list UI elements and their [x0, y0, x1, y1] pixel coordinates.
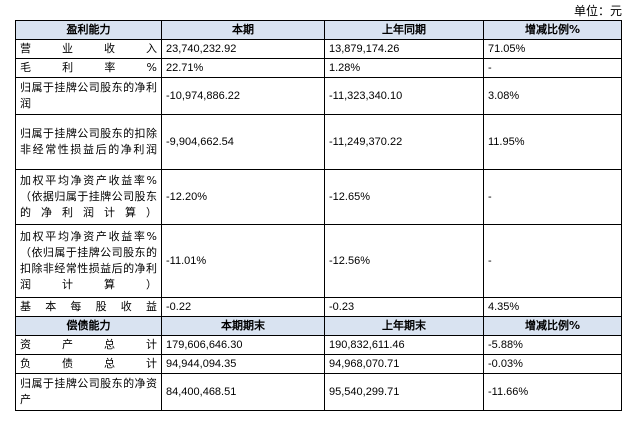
financial-indicators-table: 盈利能力 本期 上年同期 增减比例% 营业收入 23,740,232.92 13…: [15, 20, 622, 411]
row-label: 归属于挂牌公司股东的净资产: [15, 373, 162, 411]
change-value: -0.03%: [483, 354, 622, 374]
current-value: -12.20%: [161, 169, 325, 225]
header-cell: 增减比例%: [483, 20, 622, 40]
current-value: 94,944,094.35: [161, 354, 325, 374]
previous-value: -11,323,340.10: [324, 77, 484, 115]
table-row: 加权平均净资产收益率%（依据归属于挂牌公司股东的净利润计算） -12.20% -…: [15, 169, 622, 225]
table-row: 毛利率% 22.71% 1.28% -: [15, 58, 622, 78]
previous-value: 1.28%: [324, 58, 484, 78]
table-row: 归属于挂牌公司股东的净资产 84,400,468.51 95,540,299.7…: [15, 373, 622, 411]
change-value: -5.88%: [483, 335, 622, 355]
current-value: 22.71%: [161, 58, 325, 78]
previous-value: 190,832,611.46: [324, 335, 484, 355]
previous-value: -12.65%: [324, 169, 484, 225]
table-row: 营业收入 23,740,232.92 13,879,174.26 71.05%: [15, 39, 622, 59]
unit-label: 单位：元: [573, 4, 622, 18]
table-row: 负债总计 94,944,094.35 94,968,070.71 -0.03%: [15, 354, 622, 374]
change-value: 11.95%: [483, 114, 622, 170]
header-cell: 增减比例%: [483, 316, 622, 336]
row-label: 资产总计: [15, 335, 162, 355]
change-value: -11.66%: [483, 373, 622, 411]
header-cell: 上年期末: [324, 316, 484, 336]
previous-value: -12.56%: [324, 224, 484, 298]
previous-value: -11,249,370.22: [324, 114, 484, 170]
row-label: 加权平均净资产收益率%（依据归属于挂牌公司股东的净利润计算）: [15, 169, 162, 225]
header-cell: 上年同期: [324, 20, 484, 40]
table-row: 加权平均净资产收益率%（依归属于挂牌公司股东的扣除非经常性损益后的净利润计算） …: [15, 224, 622, 298]
previous-value: -0.23: [324, 297, 484, 317]
change-value: -: [483, 58, 622, 78]
row-label: 归属于挂牌公司股东的净利润: [15, 77, 162, 115]
current-value: 84,400,468.51: [161, 373, 325, 411]
change-value: -: [483, 169, 622, 225]
current-value: 179,606,646.30: [161, 335, 325, 355]
current-value: -11.01%: [161, 224, 325, 298]
change-value: 3.08%: [483, 77, 622, 115]
debt-header-row: 偿债能力 本期期末 上年期末 增减比例%: [15, 316, 622, 336]
row-label: 加权平均净资产收益率%（依归属于挂牌公司股东的扣除非经常性损益后的净利润计算）: [15, 224, 162, 298]
table-row: 归属于挂牌公司股东的净利润 -10,974,886.22 -11,323,340…: [15, 77, 622, 115]
row-label: 归属于挂牌公司股东的扣除非经常性损益后的净利润: [15, 114, 162, 170]
header-cell: 本期期末: [161, 316, 325, 336]
previous-value: 94,968,070.71: [324, 354, 484, 374]
table-row: 资产总计 179,606,646.30 190,832,611.46 -5.88…: [15, 335, 622, 355]
change-value: 71.05%: [483, 39, 622, 59]
current-value: -9,904,662.54: [161, 114, 325, 170]
current-value: -10,974,886.22: [161, 77, 325, 115]
row-label: 营业收入: [15, 39, 162, 59]
row-label: 负债总计: [15, 354, 162, 374]
row-label: 基本每股收益: [15, 297, 162, 317]
previous-value: 13,879,174.26: [324, 39, 484, 59]
previous-value: 95,540,299.71: [324, 373, 484, 411]
header-cell: 本期: [161, 20, 325, 40]
table-row: 归属于挂牌公司股东的扣除非经常性损益后的净利润 -9,904,662.54 -1…: [15, 114, 622, 170]
table-row: 基本每股收益 -0.22 -0.23 4.35%: [15, 297, 622, 317]
header-cell: 盈利能力: [15, 20, 162, 40]
change-value: -: [483, 224, 622, 298]
header-cell: 偿债能力: [15, 316, 162, 336]
current-value: -0.22: [161, 297, 325, 317]
current-value: 23,740,232.92: [161, 39, 325, 59]
profit-header-row: 盈利能力 本期 上年同期 增减比例%: [15, 20, 622, 40]
row-label: 毛利率%: [15, 58, 162, 78]
change-value: 4.35%: [483, 297, 622, 317]
